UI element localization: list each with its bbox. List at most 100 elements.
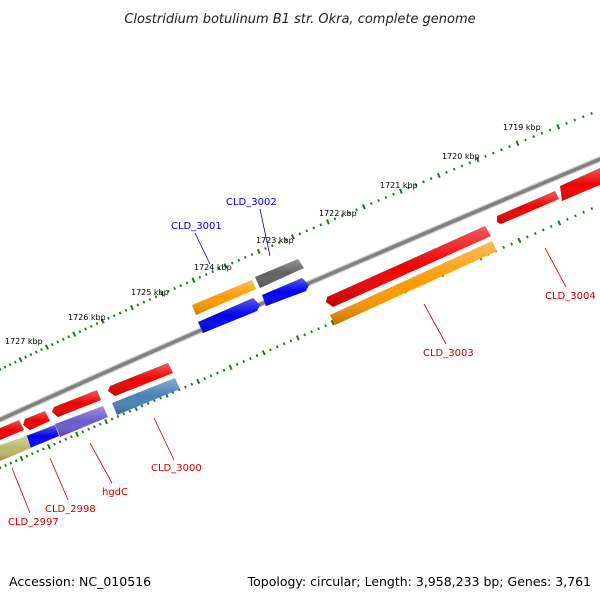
major-tick (556, 124, 561, 130)
minor-tick (590, 111, 593, 115)
minor-tick (244, 255, 247, 259)
minor-tick (284, 238, 288, 242)
major-tick (256, 248, 261, 255)
gene-label-cld-3003[interactable]: CLD_3003 (423, 348, 474, 359)
minor-tick (549, 224, 553, 228)
minor-tick (581, 115, 585, 119)
minor-tick (13, 360, 17, 364)
minor-tick (282, 342, 286, 346)
map-title: Clostridium botulinum B1 str. Okra, comp… (124, 12, 475, 27)
minor-tick (590, 207, 594, 211)
gene-arrow-blue-1[interactable] (262, 278, 309, 306)
gene-label-cld-3001[interactable]: CLD_3001 (171, 221, 222, 232)
minor-tick (50, 343, 54, 346)
minor-tick (407, 186, 410, 190)
tick-labels: 1719 kbp 1720 kbp 1721 kbp 1722 kbp 1723… (5, 123, 541, 346)
tick-label: 1720 kbp (442, 152, 480, 161)
minor-tick (24, 355, 28, 359)
gene-label-cld-2998[interactable]: CLD_2998 (45, 504, 96, 515)
tick-label: 1725 kbp (131, 288, 169, 297)
minor-tick (319, 223, 323, 227)
minor-tick (78, 330, 82, 334)
gene-label-cld-2997[interactable]: CLD_2997 (8, 517, 59, 528)
gene-arrow-cld-3000[interactable] (112, 378, 180, 415)
minor-tick (275, 345, 279, 349)
minor-tick (87, 427, 90, 431)
minor-tick (34, 350, 38, 354)
major-tick (100, 318, 105, 324)
label-leaders (11, 208, 567, 514)
gene-arrow-blue-2[interactable] (198, 298, 260, 333)
gene-arrow-cld-3001[interactable] (192, 280, 256, 315)
minor-tick (269, 348, 272, 352)
gene-arrow-red-1[interactable] (497, 191, 559, 224)
minor-tick (40, 348, 43, 352)
minor-tick (67, 335, 71, 339)
gene-label-hgdC[interactable]: hgdC (102, 487, 128, 498)
minor-tick (216, 371, 219, 375)
gene-label-cld-3004[interactable]: CLD_3004 (545, 291, 596, 302)
gene-arrow-cld-2997[interactable] (0, 436, 31, 461)
major-tick (223, 263, 228, 269)
minor-tick (107, 316, 110, 320)
major-tick (330, 319, 335, 326)
gene-arrow-red-2[interactable] (326, 226, 491, 307)
gene-arrow-red-6[interactable] (0, 420, 24, 440)
major-tick (196, 378, 201, 385)
minor-tick (31, 452, 34, 456)
minor-tick (136, 303, 140, 307)
outer-tick-track (0, 111, 593, 371)
minor-tick (502, 245, 506, 249)
minor-tick (203, 377, 206, 381)
minor-tick (429, 177, 433, 181)
gene-arrow-red-4[interactable] (52, 390, 101, 417)
minor-tick (222, 368, 226, 372)
major-tick (295, 335, 300, 341)
minor-tick (95, 322, 99, 326)
major-tick (517, 237, 522, 244)
minor-tick (333, 217, 337, 221)
gene-label-cld-3000[interactable]: CLD_3000 (151, 463, 202, 474)
inner-tick-track (0, 207, 594, 470)
minor-tick (377, 199, 380, 203)
minor-tick (53, 442, 56, 446)
major-tick (228, 364, 233, 370)
tick-label: 1722 kbp (319, 209, 357, 218)
minor-tick (185, 281, 189, 285)
minor-tick (303, 333, 307, 337)
minor-tick (190, 382, 194, 386)
major-tick (475, 156, 480, 163)
gene-arrow-cld-3004[interactable] (560, 168, 600, 201)
minor-tick (142, 300, 146, 304)
minor-tick (179, 284, 183, 288)
minor-tick (122, 412, 126, 416)
minor-tick (532, 135, 535, 139)
gene-arrow-red-3[interactable] (108, 363, 173, 396)
minor-tick (310, 330, 313, 334)
gene-arrow-hgdC[interactable] (55, 406, 108, 437)
minor-tick (167, 289, 170, 293)
major-tick (325, 219, 330, 225)
gene-arrow-blue-3[interactable] (26, 425, 59, 448)
major-tick (18, 356, 23, 363)
major-tick (436, 172, 441, 179)
minor-tick (392, 192, 395, 196)
minor-tick (237, 258, 241, 262)
gene-label-cld-3002[interactable]: CLD_3002 (226, 197, 277, 208)
gene-arrow-red-5[interactable] (23, 411, 50, 430)
minor-tick (573, 118, 577, 122)
accession-text: Accession: NC_010516 (9, 574, 151, 589)
minor-tick (312, 226, 316, 230)
minor-tick (525, 235, 529, 239)
tick-label: 1719 kbp (503, 123, 541, 132)
minor-tick (384, 195, 388, 199)
minor-tick (204, 272, 208, 276)
gene-arrow-cld-3003[interactable] (330, 241, 497, 325)
minor-tick (540, 131, 544, 135)
minor-tick (184, 385, 187, 389)
minor-tick (548, 128, 552, 132)
major-tick (398, 188, 403, 194)
gene-arrow-cld-3002[interactable] (255, 259, 304, 288)
minor-tick (264, 247, 267, 251)
